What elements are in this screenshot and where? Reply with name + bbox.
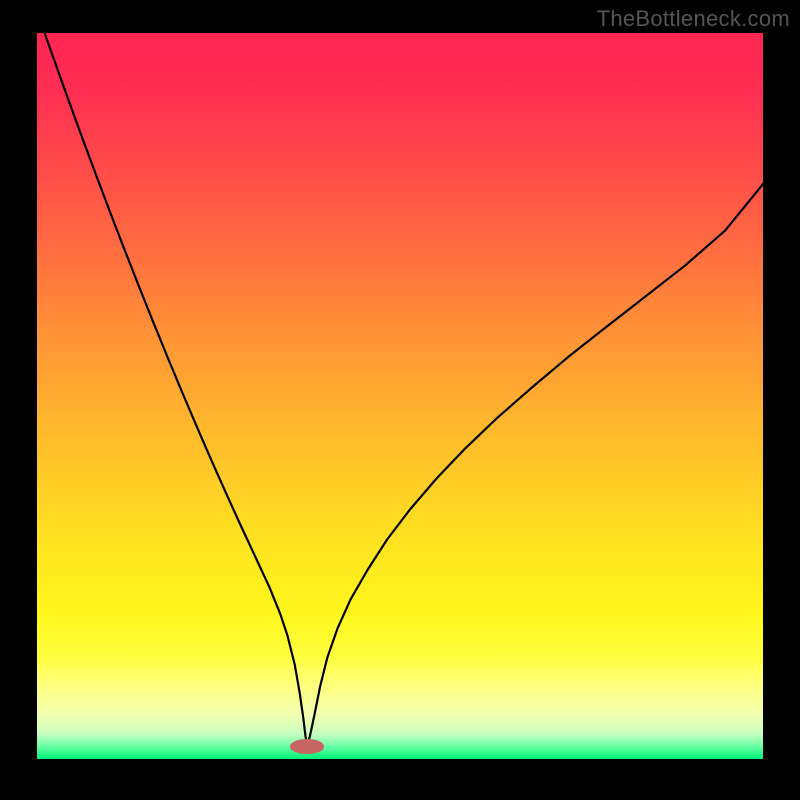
plot-area (37, 33, 763, 759)
gradient-background (37, 33, 763, 759)
focus-marker (290, 739, 325, 754)
outer-frame: TheBottleneck.com (0, 0, 800, 800)
watermark-text: TheBottleneck.com (597, 6, 790, 32)
